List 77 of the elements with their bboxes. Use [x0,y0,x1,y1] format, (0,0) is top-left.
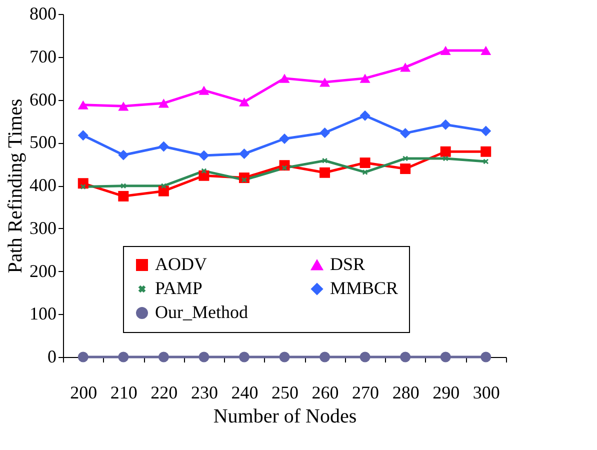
point [201,168,207,174]
x-tick-label: 290 [432,382,460,402]
point [78,352,88,362]
point [158,141,169,152]
y-tick-label: 600 [30,89,56,110]
point [118,102,129,111]
point [198,150,210,161]
point [279,352,290,362]
y-tick-label: 800 [30,4,56,24]
point [198,86,210,95]
y-tick-label: 100 [30,304,56,324]
point [480,126,492,136]
x-axis-title: Number of Nodes [213,406,357,428]
legend-label: DSR [330,254,366,274]
legend-label: Our_Method [155,302,248,322]
point [400,128,411,138]
point [360,158,370,168]
point [238,97,250,106]
y-tick-label: 700 [30,46,56,66]
point [118,352,129,362]
point [158,352,169,362]
point [440,352,451,362]
y-axis-title: Path Refinding Times [4,98,26,274]
point [360,110,370,121]
y-tick-label: 0 [48,346,56,366]
point [320,352,330,362]
point [279,134,290,144]
point [362,170,368,175]
point [322,158,328,164]
point [400,352,411,362]
point [320,128,330,138]
x-tick-label: 250 [272,382,298,402]
x-tick-label: 260 [312,382,339,402]
point [158,98,169,108]
point [360,352,370,362]
y-tick-label: 200 [30,260,56,281]
x-tick-label: 240 [231,382,258,402]
y-tick-label: 500 [30,132,56,152]
point [480,46,492,55]
legend-label: AODV [155,254,207,274]
x-tick-label: 200 [70,382,98,402]
x-tick-label: 210 [110,382,138,402]
x-tick-label: 220 [150,382,178,402]
point [360,74,370,83]
point [198,170,210,181]
legend-label: PAMP [155,278,202,298]
x-tick-label: 300 [472,382,500,402]
point [320,78,330,87]
point [238,148,250,160]
x-tick-label: 230 [190,382,218,402]
point [198,352,210,362]
point [320,167,330,178]
point [158,186,169,196]
point [442,156,448,162]
point [483,158,488,164]
point [78,100,88,110]
point [118,150,129,160]
legend-label: MMBCR [330,278,398,298]
point [80,184,86,190]
point [480,352,492,362]
point [118,190,129,202]
point [238,352,250,362]
point [440,46,451,55]
point [440,119,451,130]
point [161,183,166,189]
point [400,62,411,72]
x-tick-label: 270 [352,382,380,402]
point [402,156,408,162]
point [400,164,411,174]
x-tick-label: 280 [392,382,420,402]
point [279,74,290,83]
y-tick-label: 400 [30,175,56,195]
point [78,130,88,141]
y-tick-label: 300 [30,218,56,238]
point [440,146,451,157]
point [120,183,126,189]
point [480,146,492,157]
